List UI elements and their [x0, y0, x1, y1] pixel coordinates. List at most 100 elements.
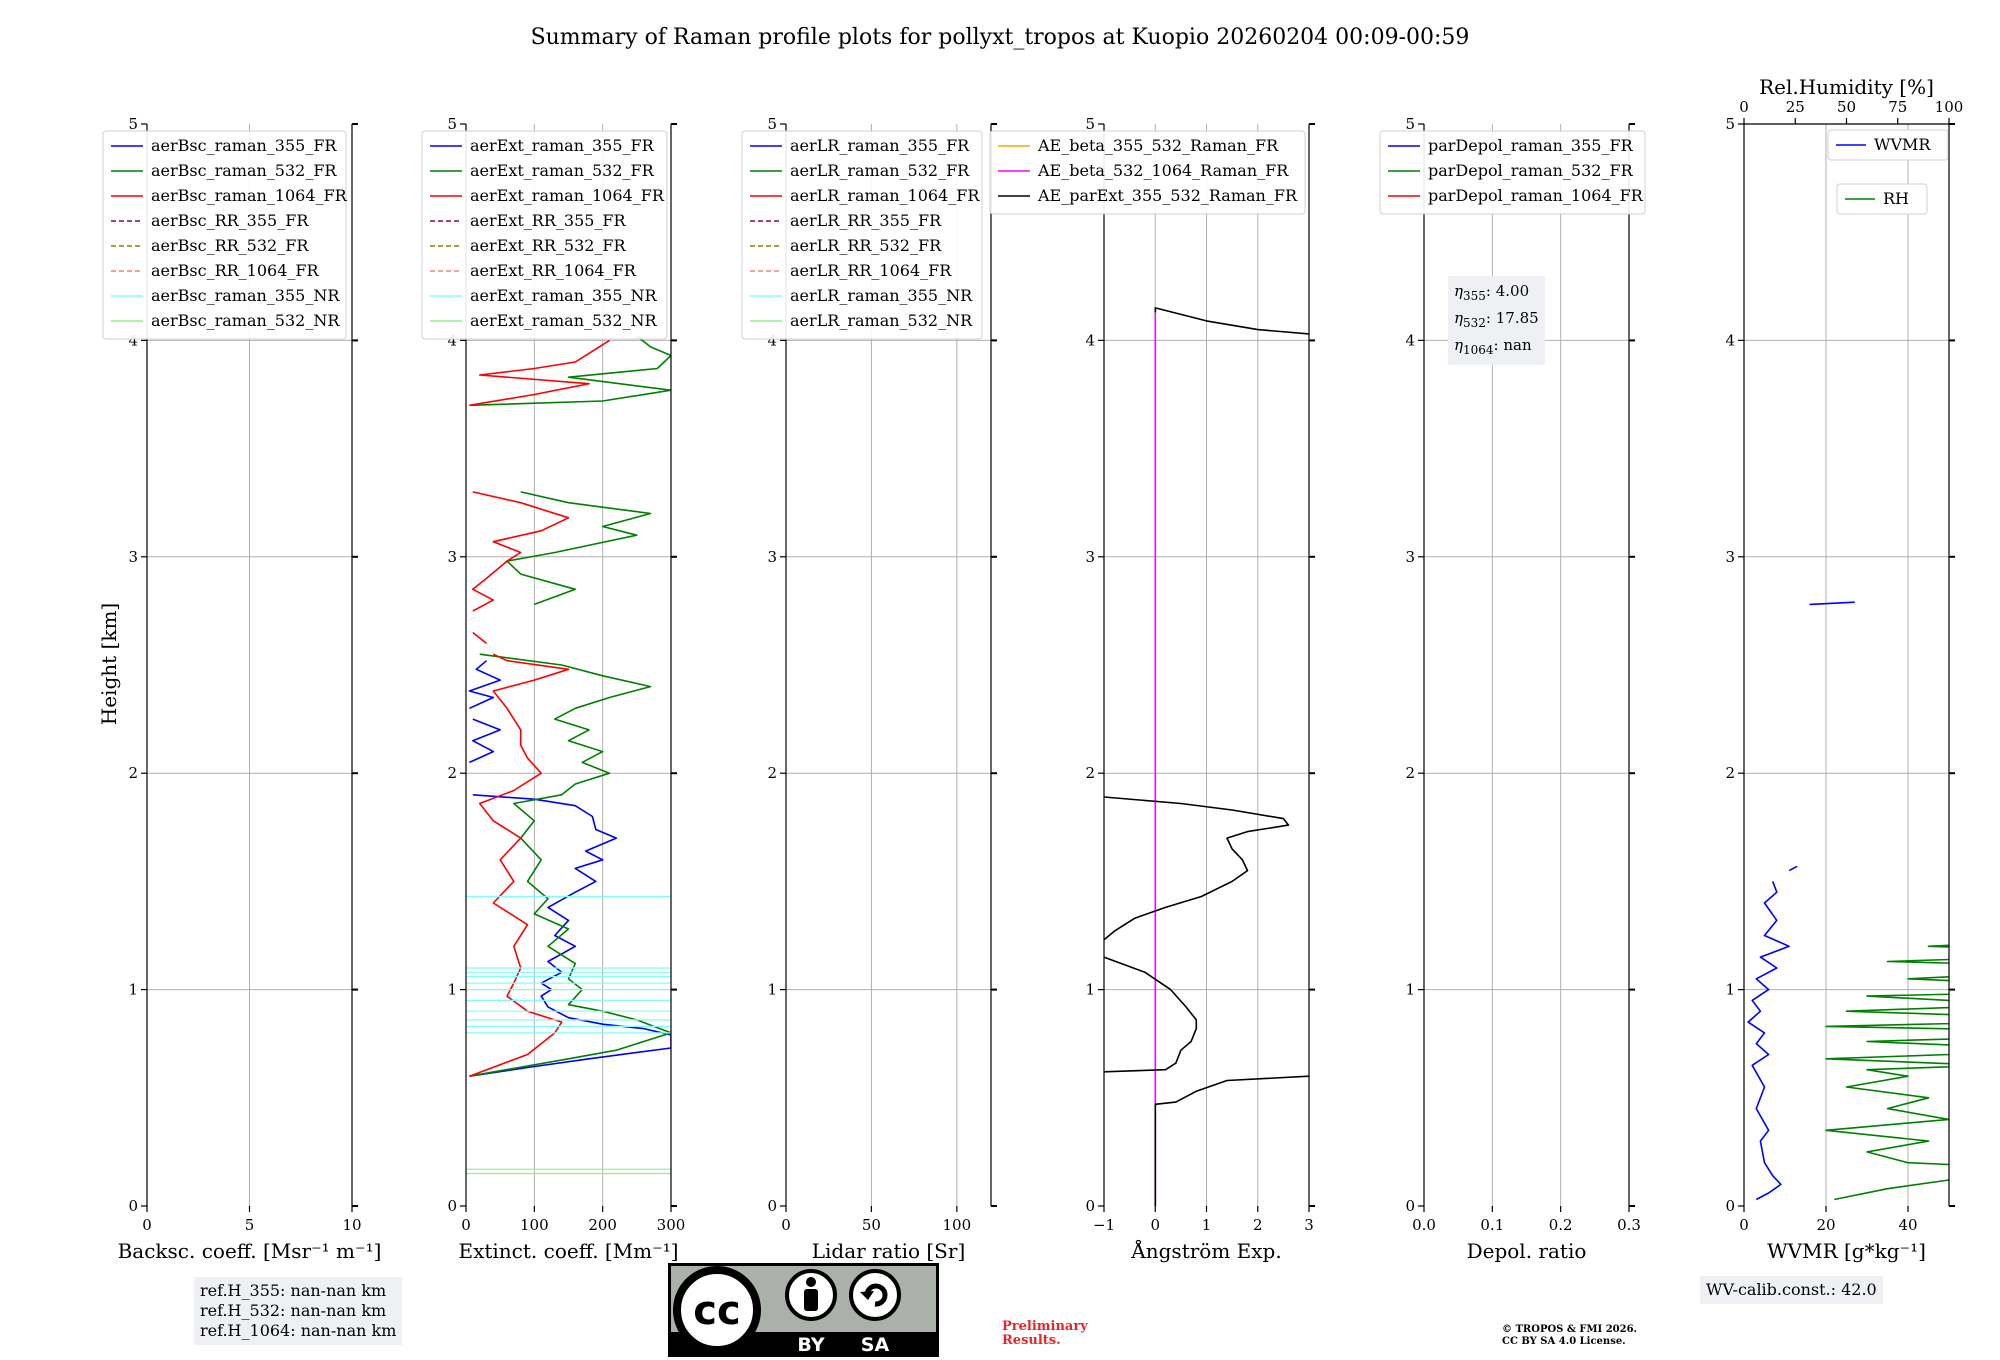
wv-top-xtick-label-0: 0 — [1739, 98, 1749, 116]
ae-line-AE_parExt_355_532_Raman_FR — [1104, 307, 1309, 1206]
attribution-icon — [785, 1269, 837, 1321]
ext-line-aerExt_raman_355_NR — [466, 895, 671, 1034]
cc-logo-text: cc — [693, 1288, 740, 1334]
lr-ytick-label-4: 4 — [767, 331, 777, 349]
ext-line-aerExt_raman_355_FR — [468, 660, 671, 1077]
lr-ytick-label-5: 5 — [767, 115, 777, 133]
bsc-legend-label-2: aerBsc_raman_1064_FR — [151, 186, 348, 205]
wv-top-xtick-label-1: 25 — [1786, 98, 1805, 116]
bsc-legend-label-6: aerBsc_raman_355_NR — [151, 286, 340, 305]
ae-legend-label-1: AE_beta_532_1064_Raman_FR — [1037, 161, 1289, 180]
bsc-ytick-label-5: 5 — [128, 115, 138, 133]
ae-legend: AE_beta_355_532_Raman_FR AE_beta_532_1064… — [989, 130, 1306, 215]
bsc-legend-label-0: aerBsc_raman_355_FR — [151, 136, 337, 155]
bsc-legend-frame — [102, 130, 347, 340]
bsc-ytick-label-2: 2 — [128, 764, 138, 782]
bsc-legend-label-7: aerBsc_raman_532_NR — [151, 311, 340, 330]
ext-legend-label-2: aerExt_raman_1064_FR — [470, 186, 665, 205]
ext-legend-label-6: aerExt_raman_355_NR — [470, 286, 658, 305]
ext-line-aerExt_raman_532_NR — [466, 1168, 671, 1175]
lr-xtick-label-0: 0 — [781, 1216, 791, 1234]
wv-line-WVMR — [1747, 601, 1855, 1201]
wv-xtick-label-2: 40 — [1898, 1216, 1917, 1234]
ext-series — [466, 335, 671, 1175]
ae-ytick-label-5: 5 — [1085, 115, 1095, 133]
lr-legend: aerLR_raman_355_FR aerLR_raman_532_FR aerL… — [741, 130, 983, 340]
wv-legend-frame-0 — [1827, 129, 1949, 161]
ae-xtick-label-3: 2 — [1253, 1216, 1263, 1234]
lr-legend-frame — [741, 130, 983, 340]
ext-line-aerExt_raman_532_FR — [469, 335, 671, 1077]
ext-legend-label-4: aerExt_RR_532_FR — [470, 236, 627, 255]
ext-legend-label-3: aerExt_RR_355_FR — [470, 211, 627, 230]
ext-legend-label-0: aerExt_raman_355_FR — [470, 136, 655, 155]
eta-1064: η1064: nan — [1454, 336, 1532, 357]
bsc-xlabel: Backsc. coeff. [Msr⁻¹ m⁻¹] — [118, 1239, 382, 1263]
wv-ytick-label-5: 5 — [1725, 115, 1735, 133]
ae-legend-label-2: AE_parExt_355_532_Raman_FR — [1037, 186, 1298, 205]
ext-xtick-label-1: 100 — [520, 1216, 549, 1234]
ae-xtick-label-1: 0 — [1150, 1216, 1160, 1234]
ext-ytick-label-2: 2 — [447, 764, 457, 782]
bsc-legend-label-4: aerBsc_RR_532_FR — [151, 236, 309, 255]
ext-xtick-label-2: 200 — [588, 1216, 617, 1234]
ae-xlabel: Ångström Exp. — [1130, 1238, 1281, 1263]
depol-ytick-label-3: 3 — [1405, 548, 1415, 566]
ext-ytick-label-0: 0 — [447, 1197, 457, 1215]
depol-xtick-label-0: 0.0 — [1412, 1216, 1436, 1234]
ref-h-532: ref.H_532: nan-nan km — [200, 1301, 387, 1320]
wv-top-xtick-label-2: 50 — [1837, 98, 1856, 116]
bsc-ytick-label-4: 4 — [128, 331, 138, 349]
wv-legend-frame-1 — [1836, 183, 1928, 215]
ae-series — [1104, 307, 1309, 1206]
wv-calib-box: WV-calib.const.: 42.0 — [1700, 1276, 1883, 1304]
depol-legend-frame — [1379, 130, 1646, 215]
depol-ytick-label-4: 4 — [1405, 331, 1415, 349]
y-axis-label: Height [km] — [97, 603, 121, 725]
wv-legend-1: RH — [1836, 183, 1928, 215]
wv-top-xlabel: Rel.Humidity [%] — [1759, 75, 1934, 99]
ae-legend-label-0: AE_beta_355_532_Raman_FR — [1037, 136, 1279, 155]
eta-355: η355: 4.00 — [1454, 282, 1530, 303]
ext-legend-frame — [421, 130, 668, 340]
ext-legend-label-5: aerExt_RR_1064_FR — [470, 261, 637, 280]
ae-xtick-label-4: 3 — [1304, 1216, 1314, 1234]
bsc-xtick-label-2: 10 — [342, 1216, 361, 1234]
wv-legend-0: WVMR — [1827, 129, 1949, 161]
depol-ytick-label-2: 2 — [1405, 764, 1415, 782]
ext-xtick-label-3: 300 — [657, 1216, 686, 1234]
cc-by-sa-badge[interactable]: cc BY SA — [667, 1262, 940, 1358]
wv-xlabel: WVMR [g*kg⁻¹] — [1767, 1239, 1926, 1263]
wv-calib-const: WV-calib.const.: 42.0 — [1706, 1280, 1877, 1299]
depol-legend-label-2: parDepol_raman_1064_FR — [1428, 186, 1644, 205]
lr-legend-label-5: aerLR_RR_1064_FR — [790, 261, 952, 280]
lr-xlabel: Lidar ratio [Sr] — [812, 1239, 966, 1263]
ext-ytick-label-5: 5 — [447, 115, 457, 133]
depol-xtick-label-2: 0.2 — [1549, 1216, 1573, 1234]
ae-ytick-label-1: 1 — [1085, 981, 1095, 999]
wv-ytick-label-4: 4 — [1725, 331, 1735, 349]
depol-ytick-label-1: 1 — [1405, 981, 1415, 999]
depol-legend-label-1: parDepol_raman_532_FR — [1428, 161, 1634, 180]
bsc-xtick-label-1: 5 — [245, 1216, 255, 1234]
lr-legend-label-3: aerLR_RR_355_FR — [790, 211, 942, 230]
bsc-legend-label-1: aerBsc_raman_532_FR — [151, 161, 337, 180]
depol-ytick-label-5: 5 — [1405, 115, 1415, 133]
lr-legend-label-0: aerLR_raman_355_FR — [790, 136, 970, 155]
wv-series — [1747, 601, 1949, 1201]
bsc-ytick-label-1: 1 — [128, 981, 138, 999]
lr-ytick-label-2: 2 — [767, 764, 777, 782]
depol-xtick-label-3: 0.3 — [1617, 1216, 1641, 1234]
depol-legend: parDepol_raman_355_FR parDepol_raman_532_… — [1379, 130, 1646, 215]
lr-ytick-label-1: 1 — [767, 981, 777, 999]
lr-legend-label-2: aerLR_raman_1064_FR — [790, 186, 980, 205]
preliminary-note: Preliminary Results. — [1002, 1319, 1088, 1348]
lr-legend-label-7: aerLR_raman_532_NR — [790, 311, 973, 330]
ae-gridlines — [1103, 124, 1310, 1206]
wv-top-xtick-label-3: 75 — [1888, 98, 1907, 116]
ae-ytick-label-2: 2 — [1085, 764, 1095, 782]
wv-line-RH — [1825, 923, 1949, 1201]
